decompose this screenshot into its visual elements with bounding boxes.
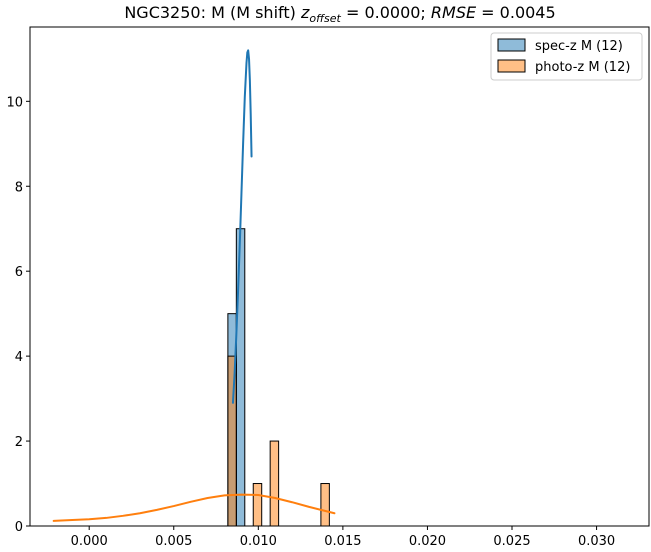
- legend-label-spec-z: spec-z M (12): [535, 39, 623, 54]
- x-tick-label: 0.005: [155, 534, 192, 549]
- y-tick-label: 2: [15, 435, 23, 450]
- histogram-bar-photo-z: [252, 483, 263, 527]
- histogram-bar-photo-z: [269, 440, 280, 527]
- x-tick-label: 0.020: [409, 534, 446, 549]
- legend-swatch-photo-z: [497, 59, 526, 73]
- kde-curve-photo-z: [52, 493, 336, 522]
- y-tick-label: 4: [15, 350, 23, 365]
- legend-label-photo-z: photo-z M (12): [535, 60, 630, 75]
- y-tick-label: 8: [15, 180, 23, 195]
- y-tick-label: 0: [15, 520, 23, 535]
- title-prefix: NGC3250: M (M shift): [124, 3, 301, 22]
- x-tick-label: 0.000: [71, 534, 108, 549]
- axes-frame: [29, 26, 650, 527]
- plot-area: 0.000 0.005 0.010 0.015 0.020 0.025 0.030 0 2 4 6 8…: [6, 26, 650, 549]
- histogram-bar-spec-z: [235, 228, 246, 527]
- y-tick-label: 6: [15, 265, 23, 280]
- x-tick-label: 0.015: [324, 534, 361, 549]
- legend: spec-z M (12) photo-z M (12): [490, 32, 643, 81]
- kde-curve-spec-z: [231, 49, 253, 404]
- x-tick-label: 0.025: [493, 534, 530, 549]
- legend-frame: [490, 32, 643, 81]
- histogram-bar-photo-z: [320, 483, 330, 527]
- title-z-value: = 0.0000;: [341, 3, 431, 22]
- title-z-sub: offset: [309, 12, 341, 25]
- title-rmse-value: = 0.0045: [476, 3, 556, 22]
- x-tick-label: 0.010: [240, 534, 277, 549]
- title-rmse: RMSE: [431, 3, 477, 22]
- title-z-var: z: [300, 3, 310, 22]
- chart-title: NGC3250: M (M shift) zoffset = 0.0000; R…: [124, 3, 555, 25]
- x-tick-label: 0.030: [578, 534, 615, 549]
- y-tick-label: 10: [6, 95, 23, 110]
- legend-swatch-spec-z: [497, 38, 526, 52]
